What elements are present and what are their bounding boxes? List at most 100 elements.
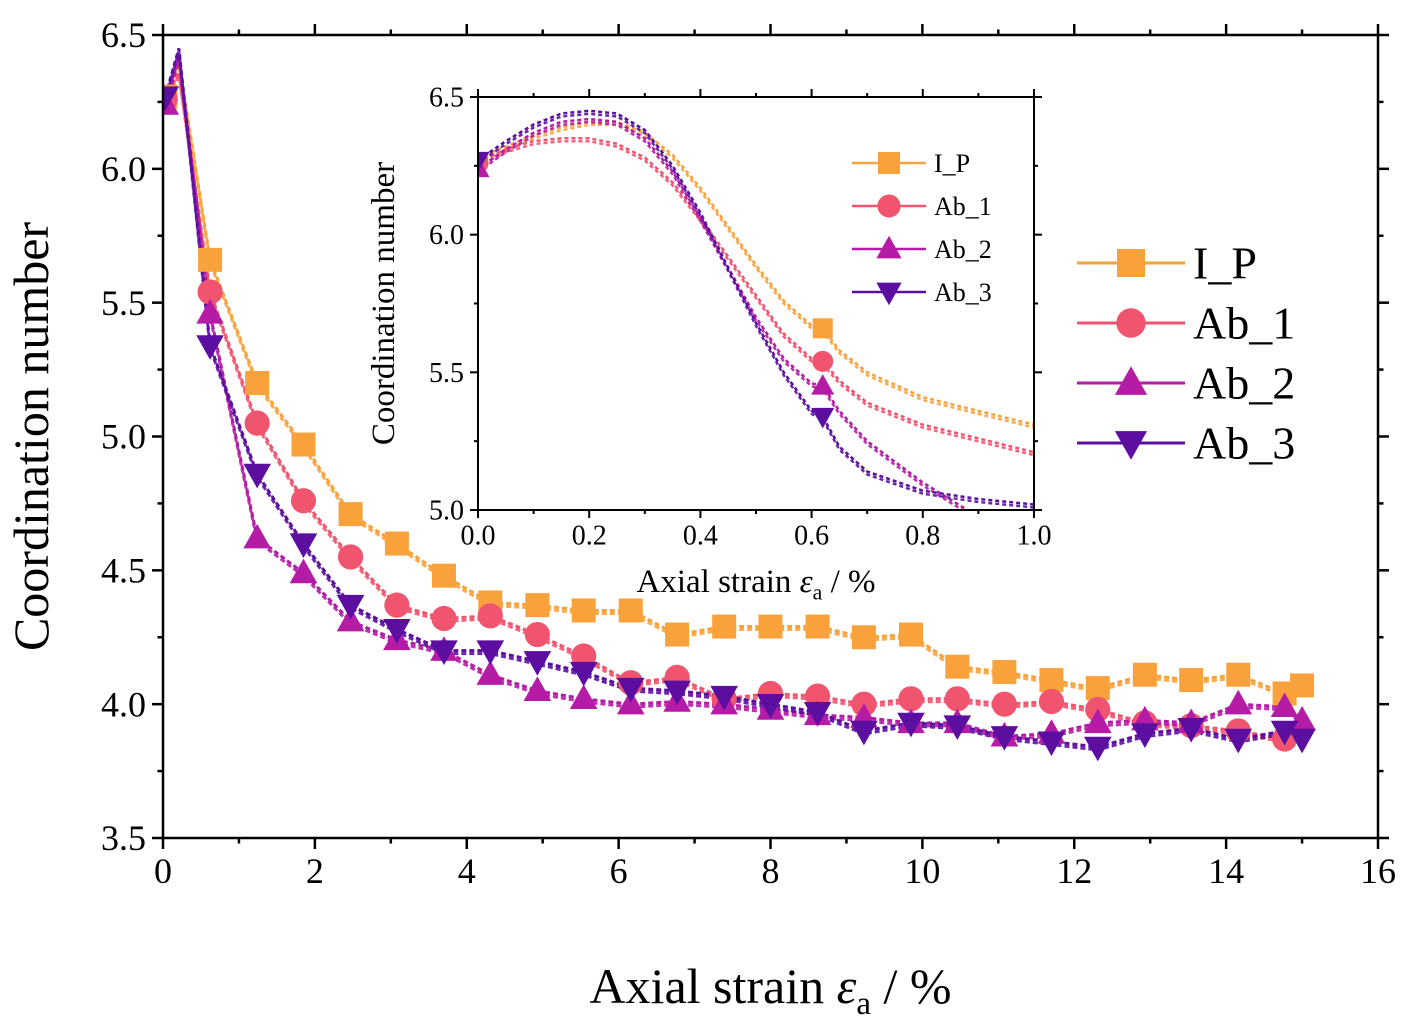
main-data-point-ab-3: [756, 693, 785, 719]
main-data-point-ab-3: [803, 701, 832, 727]
main-data-point-i-p: [1290, 673, 1315, 698]
inset-legend-label-ab-2: Ab_2: [934, 235, 992, 264]
inset-x-tick-label: 0.2: [572, 521, 607, 552]
inset-x-tick-label: 0.8: [905, 521, 940, 552]
main-data-point-ab-3: [430, 640, 458, 666]
inset-x-axis-label-symbol: ε: [800, 564, 813, 600]
inset-y-tick-label: 5.0: [429, 496, 464, 527]
main-legend-marker-ab-2: [1114, 366, 1148, 395]
main-data-point-i-p: [1039, 668, 1064, 693]
main-data-point-ab-1: [197, 279, 223, 305]
main-y-tick-label: 3.5: [101, 818, 146, 858]
main-data-point-ab-1: [1038, 688, 1065, 715]
main-data-point-ab-3: [523, 651, 552, 676]
main-data-point-ab-3: [897, 712, 925, 738]
main-legend-marker-i-p: [1117, 249, 1145, 277]
main-data-point-ab-3: [383, 619, 411, 644]
main-data-point-i-p: [618, 598, 643, 623]
main-data-point-ab-3: [990, 726, 1019, 751]
main-data-point-i-p: [992, 660, 1017, 685]
main-data-point-ab-2: [476, 660, 505, 685]
main-data-point-ab-3: [289, 533, 318, 558]
inset-legend-label-i-p: I_P: [934, 149, 970, 178]
main-data-point-i-p: [805, 614, 830, 639]
main-x-axis-label-symbol: ε: [837, 958, 857, 1014]
inset-x-axis-label-prefix: Axial strain: [637, 564, 800, 600]
main-data-point-ab-1: [991, 691, 1017, 717]
main-y-tick-label: 6.5: [101, 15, 146, 55]
main-data-point-i-p: [898, 622, 923, 647]
main-data-point-ab-3: [1037, 731, 1066, 757]
main-y-tick-label: 5.5: [101, 283, 146, 323]
main-data-point-ab-3: [1131, 723, 1159, 749]
main-data-point-i-p: [1132, 662, 1157, 687]
main-y-tick-label: 6.0: [101, 149, 146, 189]
main-x-tick-label: 6: [610, 851, 628, 891]
main-x-axis-label: Axial strain εa / %: [589, 958, 951, 1022]
main-x-tick-label: 12: [1056, 851, 1092, 891]
main-data-point-ab-2: [1224, 689, 1253, 715]
inset-y-tick-label: 6.0: [429, 220, 464, 251]
inset-legend-label-ab-3: Ab_3: [934, 278, 992, 307]
main-x-tick-label: 10: [904, 851, 940, 891]
main-data-point-ab-1: [477, 603, 503, 629]
main-data-point-ab-3: [336, 594, 365, 620]
main-legend-label-i-p: I_P: [1193, 238, 1257, 289]
inset-series-line-shadow-i-p: [478, 123, 1034, 429]
main-data-point-ab-1: [898, 686, 924, 712]
main-data-point-ab-3: [850, 720, 878, 746]
inset-x-tick-label: 0.4: [683, 521, 718, 552]
main-data-point-i-p: [851, 625, 876, 650]
main-data-point-ab-3: [196, 335, 224, 360]
main-data-point-i-p: [945, 654, 970, 679]
main-data-point-ab-3: [1224, 728, 1253, 754]
main-data-point-i-p: [198, 247, 223, 272]
main-x-tick-label: 4: [458, 851, 476, 891]
main-x-axis-label-suffix: / %: [871, 958, 952, 1014]
main-data-point-i-p: [665, 622, 690, 647]
main-data-point-ab-1: [524, 621, 550, 648]
inset-legend: I_P Ab_1 Ab_2 Ab_3: [852, 149, 992, 307]
inset-legend-marker-ab-2: [876, 235, 902, 259]
main-data-point-ab-3: [569, 661, 598, 687]
main-data-point-ab-2: [196, 298, 224, 324]
inset-series-line-shadow-ab-1: [478, 140, 1034, 457]
main-x-axis-label-subscript: a: [856, 986, 871, 1022]
inset-y-tick-label: 5.5: [429, 358, 464, 389]
main-data-point-ab-1: [431, 605, 457, 632]
main-data-point-i-p: [525, 593, 550, 618]
main-data-point-ab-2: [289, 558, 318, 584]
main-plot: 0 2 4 6 8 10 12 14 16 3.5 4.0 4.5 5.0 5.5 6.0 6.5 Axial …: [3, 15, 1396, 1022]
inset-data-point-i-p: [812, 318, 833, 339]
main-x-tick-label: 8: [762, 851, 780, 891]
main-data-point-ab-3: [663, 680, 691, 706]
inset-x-tick-label: 0.0: [461, 521, 496, 552]
main-x-axis-label-prefix: Axial strain: [589, 958, 836, 1014]
main-data-point-i-p: [1085, 676, 1110, 701]
main-data-point-ab-3: [1288, 728, 1316, 754]
inset-plot: 0.0 0.2 0.4 0.6 0.8 1.0 5.0 5.5 6.0 6.5 Axial stra…: [366, 83, 1052, 605]
main-data-point-ab-3: [476, 640, 505, 666]
main-data-point-i-p: [291, 432, 316, 457]
main-data-point-ab-3: [1177, 718, 1205, 743]
inset-legend-marker-i-p: [878, 152, 900, 174]
main-y-tick-label: 4.5: [101, 551, 146, 591]
main-x-tick-label: 16: [1360, 851, 1396, 891]
main-data-point-i-p: [712, 614, 737, 639]
inset-data-point-ab-1: [812, 350, 834, 372]
main-data-point-ab-3: [943, 715, 972, 740]
main-data-point-ab-3: [163, 86, 180, 111]
main-x-tick-label: 2: [306, 851, 324, 891]
main-data-point-i-p: [384, 531, 409, 556]
main-legend: I_P Ab_1 Ab_2 Ab_3: [1077, 238, 1295, 469]
main-data-point-i-p: [1179, 668, 1204, 693]
main-data-point-ab-2: [1270, 692, 1299, 718]
main-data-point-ab-2: [569, 684, 598, 710]
main-data-point-ab-1: [384, 592, 410, 618]
inset-data-point-ab-2: [811, 374, 835, 395]
main-data-point-ab-2: [523, 676, 552, 701]
main-legend-marker-ab-1: [1116, 308, 1146, 338]
inset-data-point-ab-3: [478, 151, 490, 173]
inset-series-line-ab-3: [478, 109, 1034, 506]
main-data-point-i-p: [245, 370, 270, 395]
